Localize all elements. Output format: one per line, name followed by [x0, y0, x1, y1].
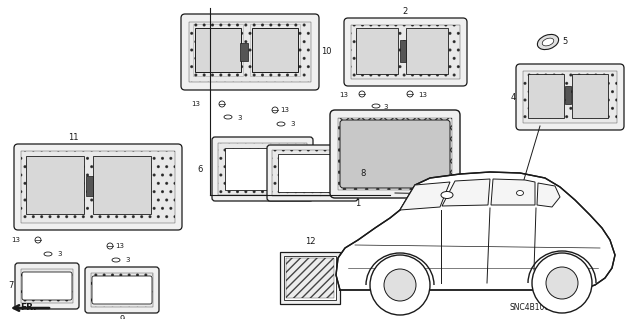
Text: 6: 6 [198, 165, 203, 174]
Bar [400, 40, 406, 62]
Bar [26, 156, 84, 214]
FancyBboxPatch shape [267, 145, 358, 201]
Text: 13: 13 [339, 92, 348, 98]
Circle shape [407, 91, 413, 97]
Bar [284, 256, 336, 300]
FancyBboxPatch shape [340, 120, 450, 188]
Text: 13: 13 [115, 243, 124, 249]
Bar [565, 86, 571, 104]
Bar [240, 43, 248, 61]
Text: 13: 13 [11, 237, 20, 243]
Bar [351, 25, 460, 79]
FancyBboxPatch shape [330, 110, 460, 198]
Circle shape [219, 101, 225, 107]
Polygon shape [537, 183, 560, 207]
Text: 4: 4 [511, 93, 516, 101]
FancyBboxPatch shape [15, 263, 79, 309]
Polygon shape [491, 179, 535, 205]
Polygon shape [442, 179, 490, 206]
Ellipse shape [372, 104, 380, 108]
Text: 2: 2 [403, 8, 408, 17]
Bar [523, 71, 617, 123]
Ellipse shape [224, 115, 232, 119]
Ellipse shape [538, 34, 559, 49]
Bar [21, 269, 73, 303]
Bar [356, 28, 398, 74]
Bar [338, 118, 452, 190]
Circle shape [532, 253, 592, 313]
Bar [342, 268, 360, 274]
Bar [406, 28, 448, 74]
Ellipse shape [112, 258, 120, 262]
Bar [21, 151, 175, 223]
Text: 13: 13 [191, 101, 200, 107]
Bar [341, 278, 361, 286]
Bar [91, 273, 153, 307]
Text: 7: 7 [8, 281, 14, 291]
Text: 12: 12 [305, 238, 316, 247]
Bar [193, 24, 243, 76]
Polygon shape [400, 182, 450, 210]
Ellipse shape [441, 191, 453, 198]
Text: 3: 3 [290, 121, 294, 127]
Text: 13: 13 [418, 92, 427, 98]
Text: 9: 9 [120, 315, 125, 319]
Polygon shape [336, 172, 615, 290]
FancyBboxPatch shape [14, 144, 182, 230]
Ellipse shape [44, 252, 52, 256]
Text: 3: 3 [383, 104, 387, 110]
Text: 5: 5 [562, 38, 567, 47]
Text: 8: 8 [360, 168, 365, 177]
Bar [189, 22, 311, 82]
FancyBboxPatch shape [212, 137, 313, 201]
Text: 11: 11 [68, 133, 78, 143]
Circle shape [370, 255, 430, 315]
FancyBboxPatch shape [85, 267, 159, 313]
Bar [252, 28, 298, 72]
Bar [272, 150, 353, 196]
Bar [286, 258, 334, 298]
Text: 13: 13 [280, 107, 289, 113]
Ellipse shape [516, 190, 524, 196]
Circle shape [546, 267, 578, 299]
Circle shape [107, 243, 113, 249]
FancyBboxPatch shape [22, 272, 72, 300]
Text: SNC4B1000A: SNC4B1000A [510, 303, 561, 313]
FancyBboxPatch shape [516, 64, 624, 130]
Bar [528, 74, 564, 118]
Bar [572, 74, 608, 118]
FancyBboxPatch shape [344, 18, 467, 86]
Bar [218, 143, 307, 195]
Bar [195, 28, 241, 72]
Text: 3: 3 [57, 251, 61, 257]
Bar [278, 154, 347, 192]
Text: 3: 3 [125, 257, 129, 263]
Text: 1: 1 [355, 198, 360, 207]
Text: 10: 10 [321, 48, 332, 56]
Bar [225, 148, 300, 190]
Text: FR.: FR. [20, 303, 36, 313]
FancyBboxPatch shape [181, 14, 319, 90]
FancyBboxPatch shape [92, 276, 152, 304]
Bar [86, 176, 93, 196]
Bar [93, 156, 151, 214]
Circle shape [35, 237, 41, 243]
Bar [408, 228, 422, 237]
Bar [280, 252, 340, 304]
Circle shape [359, 91, 365, 97]
Text: 3: 3 [237, 115, 241, 121]
Bar [250, 24, 300, 76]
Ellipse shape [542, 38, 554, 46]
Circle shape [272, 107, 278, 113]
Circle shape [384, 269, 416, 301]
Ellipse shape [277, 122, 285, 126]
